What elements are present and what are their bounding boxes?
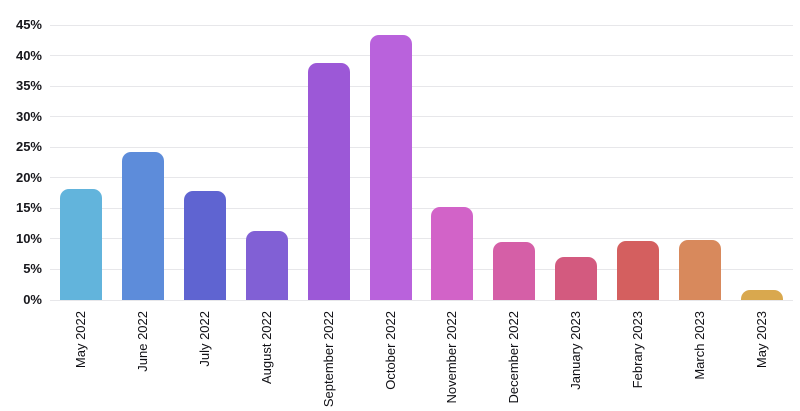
x-axis-label-august-2022: August 2022 — [259, 311, 274, 385]
y-axis-tick-label-10: 10% — [15, 230, 42, 246]
x-axis-label-july-2022: July 2022 — [197, 311, 212, 367]
gridline-30 — [50, 116, 793, 118]
bar-june-2022[interactable] — [122, 152, 164, 300]
y-axis-tick-label-5: 5% — [23, 261, 42, 277]
x-axis-label-september-2022: September 2022 — [321, 311, 336, 408]
x-axis-label-november-2022: November 2022 — [444, 311, 459, 404]
gridline-15 — [50, 207, 793, 209]
y-axis-tick-label-0: 0% — [23, 292, 42, 307]
y-axis-tick-label-20: 20% — [15, 169, 42, 185]
gridline-40 — [50, 55, 793, 57]
y-axis-tick-label-30: 30% — [15, 108, 42, 124]
bar-july-2022[interactable] — [184, 191, 226, 300]
x-axis-label-febrary-2023: Febrary 2023 — [630, 311, 645, 389]
gridline-25 — [50, 146, 793, 148]
x-axis-label-june-2022: June 2022 — [135, 311, 150, 372]
bar-october-2022[interactable] — [370, 35, 412, 300]
gridline-45 — [50, 24, 793, 26]
gridline-5 — [50, 268, 793, 270]
y-axis-tick-label-40: 40% — [15, 47, 42, 63]
gridline-20 — [50, 177, 793, 179]
x-axis-label-march-2023: March 2023 — [692, 311, 707, 380]
x-axis-label-december-2022: December 2022 — [506, 311, 521, 404]
bar-december-2022[interactable] — [493, 242, 535, 300]
gridline-0 — [50, 299, 793, 301]
bar-november-2022[interactable] — [431, 207, 473, 300]
bar-may-2023[interactable] — [741, 290, 783, 300]
bar-march-2023[interactable] — [679, 240, 721, 300]
x-axis-label-october-2022: October 2022 — [383, 311, 398, 390]
bar-september-2022[interactable] — [308, 63, 350, 300]
gridline-35 — [50, 85, 793, 87]
x-axis-label-january-2023: January 2023 — [568, 311, 583, 390]
x-axis-label-may-2022: May 2022 — [73, 311, 88, 369]
y-axis-tick-label-35: 35% — [15, 78, 42, 94]
y-axis-tick-label-45: 45% — [15, 17, 42, 32]
x-axis-label-may-2023: May 2023 — [754, 311, 769, 369]
gridline-10 — [50, 238, 793, 240]
y-axis-tick-label-15: 15% — [15, 200, 42, 216]
bar-may-2022[interactable] — [60, 189, 102, 300]
bar-febrary-2023[interactable] — [617, 241, 659, 300]
bar-august-2022[interactable] — [246, 231, 288, 300]
bar-january-2023[interactable] — [555, 257, 597, 300]
y-axis-tick-label-25: 25% — [15, 139, 42, 155]
